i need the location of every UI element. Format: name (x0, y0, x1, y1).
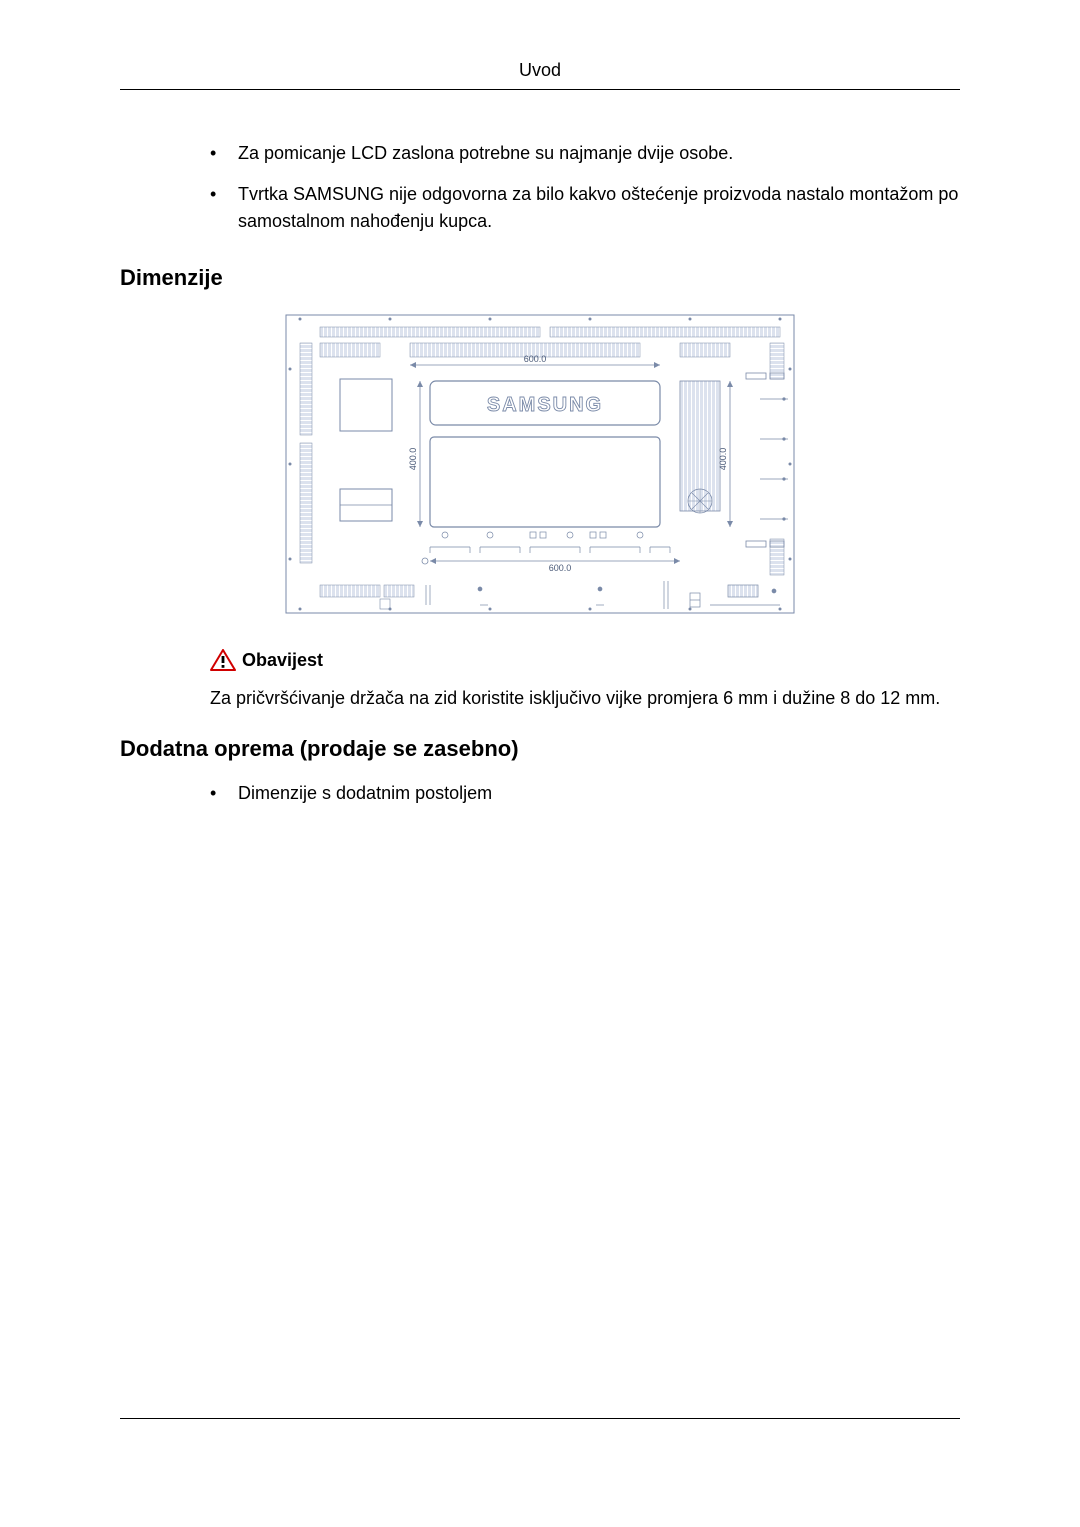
dimensions-heading: Dimenzije (120, 265, 960, 291)
dimensions-diagram-container: 600.0 SAMSUNG 400.0 (120, 309, 960, 619)
notice-label: Obavijest (242, 650, 323, 671)
dim-bottom-label: 600.0 (549, 563, 572, 573)
list-item: Dimenzije s dodatnim postoljem (210, 780, 960, 807)
list-item-text: Za pomicanje LCD zaslona potrebne su naj… (238, 143, 733, 163)
notice-body: Za pričvršćivanje držača na zid koristit… (210, 685, 960, 712)
header-rule (120, 89, 960, 90)
dim-right-label: 400.0 (718, 448, 728, 471)
list-item: Tvrtka SAMSUNG nije odgovorna za bilo ka… (210, 181, 960, 235)
list-item-text: Tvrtka SAMSUNG nije odgovorna za bilo ka… (238, 184, 958, 231)
notice-row: Obavijest (210, 649, 960, 671)
dim-top-label: 600.0 (524, 354, 547, 364)
page-header-title: Uvod (120, 60, 960, 89)
warning-icon (210, 649, 236, 671)
list-item: Za pomicanje LCD zaslona potrebne su naj… (210, 140, 960, 167)
dim-left-label: 400.0 (408, 448, 418, 471)
dimensions-diagram: 600.0 SAMSUNG 400.0 (280, 309, 800, 619)
brand-text: SAMSUNG (487, 394, 603, 416)
intro-bullet-list: Za pomicanje LCD zaslona potrebne su naj… (120, 140, 960, 235)
page: Uvod Za pomicanje LCD zaslona potrebne s… (0, 0, 1080, 1527)
footer-rule (120, 1418, 960, 1419)
accessories-bullet-list: Dimenzije s dodatnim postoljem (120, 780, 960, 807)
list-item-text: Dimenzije s dodatnim postoljem (238, 783, 492, 803)
accessories-heading: Dodatna oprema (prodaje se zasebno) (120, 736, 960, 762)
